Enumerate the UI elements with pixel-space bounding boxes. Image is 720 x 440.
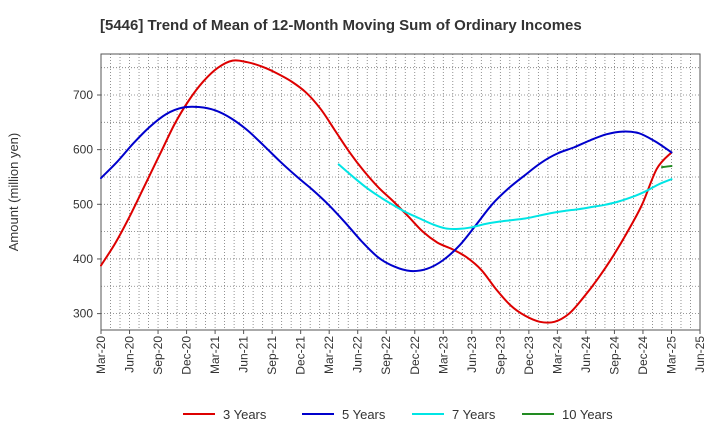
x-tick-label: Dec-22 xyxy=(408,336,422,375)
chart-title: [5446] Trend of Mean of 12-Month Moving … xyxy=(100,17,582,34)
x-tick-label: Dec-24 xyxy=(636,336,650,375)
y-tick-label: 400 xyxy=(73,252,93,266)
x-tick-label: Mar-21 xyxy=(208,336,222,374)
series-line-5-years xyxy=(100,105,673,273)
x-tick-label: Mar-24 xyxy=(550,336,564,374)
legend-label-10-years: 10 Years xyxy=(562,407,613,422)
x-tick-label: Jun-22 xyxy=(351,336,365,373)
series-line-7-years xyxy=(337,163,673,231)
x-tick-label: Sep-23 xyxy=(493,336,507,375)
y-tick-label: 300 xyxy=(73,307,93,321)
legend: 3 Years 5 Years 7 Years 10 Years xyxy=(183,407,613,422)
x-tick-label: Mar-20 xyxy=(94,336,108,374)
legend-label-3-years: 3 Years xyxy=(223,407,267,422)
y-tick-label: 500 xyxy=(73,197,93,211)
x-tick-label: Jun-20 xyxy=(123,336,137,373)
legend-label-5-years: 5 Years xyxy=(342,407,386,422)
x-tick-label: Mar-25 xyxy=(664,336,678,374)
y-tick-label: 600 xyxy=(73,143,93,157)
x-tick-label: Jun-24 xyxy=(579,336,593,373)
x-tick-label: Dec-23 xyxy=(522,336,536,375)
grid xyxy=(101,54,700,330)
y-axis-label: Amount (million yen) xyxy=(6,133,21,252)
x-tick-label: Sep-24 xyxy=(607,336,621,375)
x-tick-label: Sep-20 xyxy=(151,336,165,375)
x-tick-label: Mar-22 xyxy=(322,336,336,374)
y-axis-ticks: 300 400 500 600 700 xyxy=(73,88,101,321)
legend-label-7-years: 7 Years xyxy=(452,407,496,422)
x-tick-label: Dec-20 xyxy=(180,336,194,375)
x-tick-label: Mar-23 xyxy=(436,336,450,374)
x-tick-label: Sep-21 xyxy=(265,336,279,375)
series-line-3-years xyxy=(100,59,673,324)
x-axis-ticks: Mar-20 Jun-20 Sep-20 Dec-20 Mar-21 Jun-21 Sep-… xyxy=(94,330,707,375)
plot-area-frame xyxy=(100,53,701,331)
series-line-10-years xyxy=(661,165,673,169)
y-tick-label: 700 xyxy=(73,88,93,102)
series-lines xyxy=(100,59,673,324)
x-tick-label: Dec-21 xyxy=(294,336,308,375)
x-tick-label: Jun-25 xyxy=(693,336,707,373)
x-tick-label: Sep-22 xyxy=(379,336,393,375)
x-tick-label: Jun-21 xyxy=(237,336,251,373)
x-tick-label: Jun-23 xyxy=(465,336,479,373)
